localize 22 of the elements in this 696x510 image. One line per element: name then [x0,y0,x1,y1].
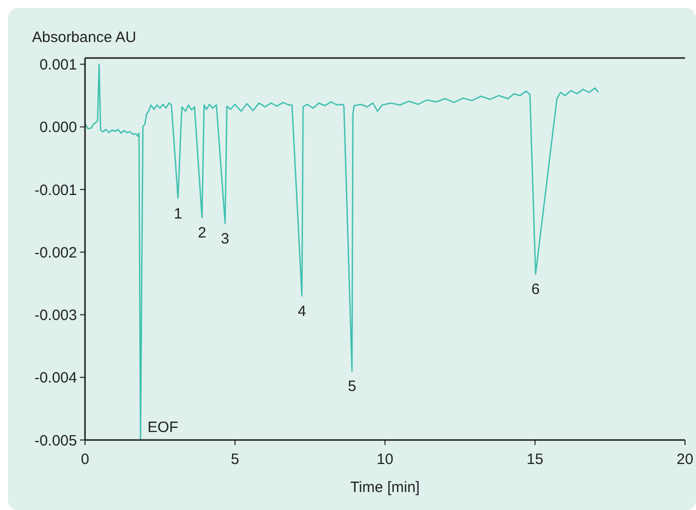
x-tick-label: 5 [230,451,240,468]
annotation: 3 [220,230,230,248]
y-tick-label: -0.003 [34,307,77,324]
x-tick-label: 10 [376,451,394,468]
annotation: 6 [531,281,540,298]
annotation: EOF [148,419,178,436]
annotation: 4 [298,302,306,320]
annotation: 5 [348,378,356,396]
x-tick-label: 15 [526,451,544,468]
y-axis-title: Absorbance AU [32,29,136,46]
y-tick-label: -0.001 [34,182,77,199]
y-tick-label: -0.004 [34,370,77,387]
y-tick-label: -0.005 [34,432,77,450]
annotation: 2 [198,224,206,242]
annotation: 1 [174,205,182,222]
x-tick-label: 0 [80,451,90,468]
line-series [84,64,599,441]
y-tick-label: 0.001 [39,56,77,74]
y-tick-label: 0.000 [39,119,77,136]
x-axis-title: Time [min] [350,479,420,496]
y-tick-label: -0.002 [34,244,77,262]
x-tick-label: 20 [676,451,694,468]
